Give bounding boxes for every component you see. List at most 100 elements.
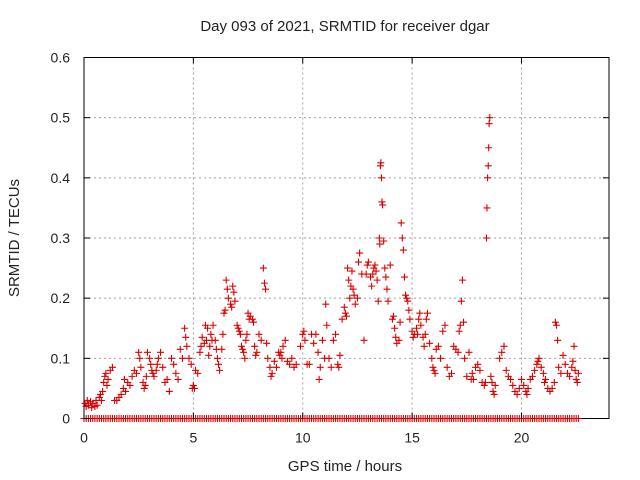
data-point-marker <box>316 363 324 371</box>
data-point-marker <box>260 279 268 287</box>
data-point-marker <box>351 300 359 308</box>
data-point-marker <box>513 390 521 398</box>
data-point-marker <box>104 375 112 383</box>
y-tick-label: 0.5 <box>51 110 71 126</box>
data-point-marker <box>400 273 408 281</box>
data-point-marker <box>206 342 214 350</box>
data-point-marker <box>540 378 548 386</box>
grid-lines <box>84 57 609 419</box>
data-point-marker <box>252 351 260 359</box>
x-tick-label: 15 <box>404 430 420 446</box>
data-point-marker <box>374 297 382 305</box>
data-point-marker <box>491 381 499 389</box>
data-point-marker <box>570 342 578 350</box>
data-point-marker <box>398 234 406 242</box>
data-point-marker <box>341 309 349 317</box>
data-point-marker <box>154 354 162 362</box>
data-point-marker <box>277 348 285 356</box>
data-point-marker <box>213 354 221 362</box>
x-tick-label: 5 <box>189 430 197 446</box>
data-point-marker <box>263 339 271 347</box>
data-point-marker <box>120 375 128 383</box>
data-point-marker <box>490 390 498 398</box>
data-point-marker <box>233 321 241 329</box>
x-axis-label: GPS time / hours <box>288 458 402 475</box>
data-point-marker <box>292 360 300 368</box>
data-point-marker <box>515 384 523 392</box>
data-point-marker <box>550 378 558 386</box>
data-point-marker <box>406 315 414 323</box>
data-point-marker <box>484 162 492 170</box>
data-point-marker <box>523 390 531 398</box>
data-point-marker <box>388 315 396 323</box>
data-point-marker <box>108 363 116 371</box>
data-point-marker <box>383 285 391 293</box>
data-point-marker <box>262 285 270 293</box>
data-point-marker <box>224 294 232 302</box>
data-point-marker <box>465 348 473 356</box>
data-point-marker <box>266 363 274 371</box>
zero-point-marker <box>574 415 582 422</box>
data-point-marker <box>174 375 182 383</box>
data-point-marker <box>336 351 344 359</box>
data-point-marker <box>535 354 543 362</box>
data-point-marker <box>531 366 539 374</box>
data-point-marker <box>390 312 398 320</box>
data-point-marker <box>533 360 541 368</box>
data-point-marker <box>88 404 96 412</box>
data-point-marker <box>431 369 439 377</box>
data-point-marker <box>423 309 431 317</box>
data-point-marker <box>426 339 434 347</box>
data-point-marker <box>441 321 449 329</box>
data-point-marker <box>397 219 405 227</box>
data-point-marker <box>381 264 389 272</box>
data-point-marker <box>384 297 392 305</box>
data-point-marker <box>350 291 358 299</box>
y-tick-label: 0.3 <box>51 230 71 246</box>
data-point-marker <box>301 336 309 344</box>
data-point-marker <box>428 354 436 362</box>
data-point-marker <box>170 360 178 368</box>
data-point-marker <box>380 237 388 245</box>
data-point-marker <box>268 369 276 377</box>
data-point-marker <box>335 363 343 371</box>
data-point-marker <box>222 276 230 284</box>
data-point-marker <box>83 396 91 404</box>
data-point-marker <box>334 360 342 368</box>
data-point-marker <box>239 345 247 353</box>
data-point-marker <box>149 369 157 377</box>
data-point-marker <box>498 348 506 356</box>
data-point-marker <box>223 285 231 293</box>
data-point-marker <box>176 345 184 353</box>
data-point-marker <box>270 357 278 365</box>
data-point-marker <box>281 336 289 344</box>
data-point-marker <box>382 273 390 281</box>
data-point-marker <box>122 387 130 395</box>
data-point-marker <box>215 360 223 368</box>
data-point-marker <box>555 363 563 371</box>
data-point-marker <box>561 360 569 368</box>
data-point-marker <box>469 375 477 383</box>
data-point-marker <box>566 372 574 380</box>
data-point-marker <box>227 300 235 308</box>
data-point-marker <box>329 336 337 344</box>
data-point-marker <box>238 342 245 350</box>
data-point-marker <box>147 360 155 368</box>
data-point-marker <box>537 363 545 371</box>
data-point-marker <box>343 312 350 320</box>
data-point-marker <box>259 264 267 272</box>
data-point-marker <box>488 378 496 386</box>
data-point-marker <box>327 363 335 371</box>
data-point-marker <box>255 330 263 338</box>
data-point-marker <box>165 387 173 395</box>
data-point-marker <box>569 357 577 365</box>
data-point-marker <box>486 114 494 122</box>
data-point-marker <box>500 342 508 350</box>
data-point-marker <box>325 354 333 362</box>
data-point-marker <box>372 267 380 275</box>
data-point-marker <box>520 381 528 389</box>
data-point-marker <box>404 297 412 305</box>
data-point-marker <box>364 258 372 266</box>
data-point-marker <box>392 333 400 341</box>
data-point-marker <box>417 321 425 329</box>
